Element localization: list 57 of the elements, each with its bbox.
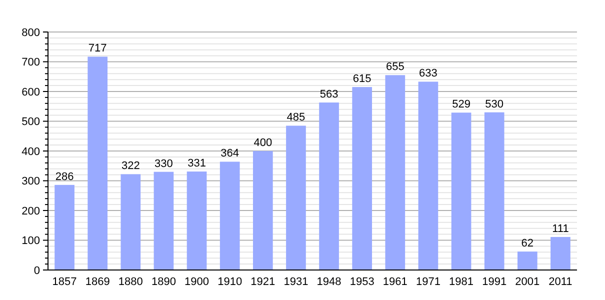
data-label: 322	[121, 160, 140, 172]
bar	[154, 172, 174, 270]
y-tick-label: 600	[22, 86, 40, 98]
x-tick-label: 1991	[482, 276, 507, 288]
y-tick-label: 400	[22, 146, 40, 158]
data-label: 717	[88, 42, 107, 55]
x-tick-label: 1880	[118, 276, 143, 288]
x-tick-label: 1931	[284, 276, 308, 288]
bar	[120, 174, 141, 270]
bar	[88, 56, 108, 270]
x-tick-label: 2011	[548, 276, 572, 288]
bar	[418, 82, 438, 270]
x-tick-label: 1961	[382, 276, 408, 288]
data-label: 530	[485, 98, 504, 110]
data-label: 331	[188, 158, 206, 170]
bar	[54, 184, 74, 270]
data-label: 615	[352, 73, 372, 86]
bar	[484, 112, 504, 270]
x-tick-label: 1971	[416, 276, 440, 288]
x-tick-label: 2001	[515, 276, 540, 288]
bar	[550, 236, 570, 270]
y-tick-label: 0	[34, 264, 40, 277]
data-label: 633	[419, 68, 438, 80]
x-tick-label: 1953	[350, 276, 374, 288]
x-tick-label: 1921	[250, 276, 276, 288]
data-label: 400	[254, 137, 272, 149]
data-label: 330	[154, 158, 173, 170]
x-tick-label: 1910	[218, 276, 242, 288]
data-label: 485	[286, 112, 306, 124]
data-label: 364	[220, 148, 240, 160]
x-tick-label: 1890	[151, 276, 176, 288]
data-label: 655	[386, 61, 404, 74]
x-tick-label: 1857	[52, 276, 77, 288]
bar	[517, 252, 538, 270]
bar	[385, 75, 406, 270]
y-tick-label: 200	[22, 205, 40, 218]
y-tick-label: 800	[22, 26, 40, 39]
bar	[352, 87, 372, 270]
data-label: 286	[55, 170, 74, 183]
x-tick-label: 1981	[449, 276, 474, 288]
bar	[319, 102, 339, 270]
bar	[220, 162, 240, 270]
y-tick-label: 700	[22, 56, 40, 69]
y-tick-label: 500	[22, 116, 40, 128]
bar	[451, 112, 472, 270]
data-label: 111	[552, 222, 569, 235]
data-label: 563	[320, 88, 338, 101]
x-tick-label: 1869	[85, 276, 110, 288]
bar	[286, 126, 306, 270]
x-tick-label: 1948	[316, 276, 342, 288]
bar	[252, 151, 273, 270]
data-label: 62	[521, 238, 534, 250]
y-tick-label: 100	[22, 235, 40, 248]
y-tick-label: 300	[22, 176, 40, 188]
x-tick-label: 1900	[184, 276, 210, 288]
data-label: 529	[452, 98, 470, 111]
bar	[186, 172, 207, 270]
